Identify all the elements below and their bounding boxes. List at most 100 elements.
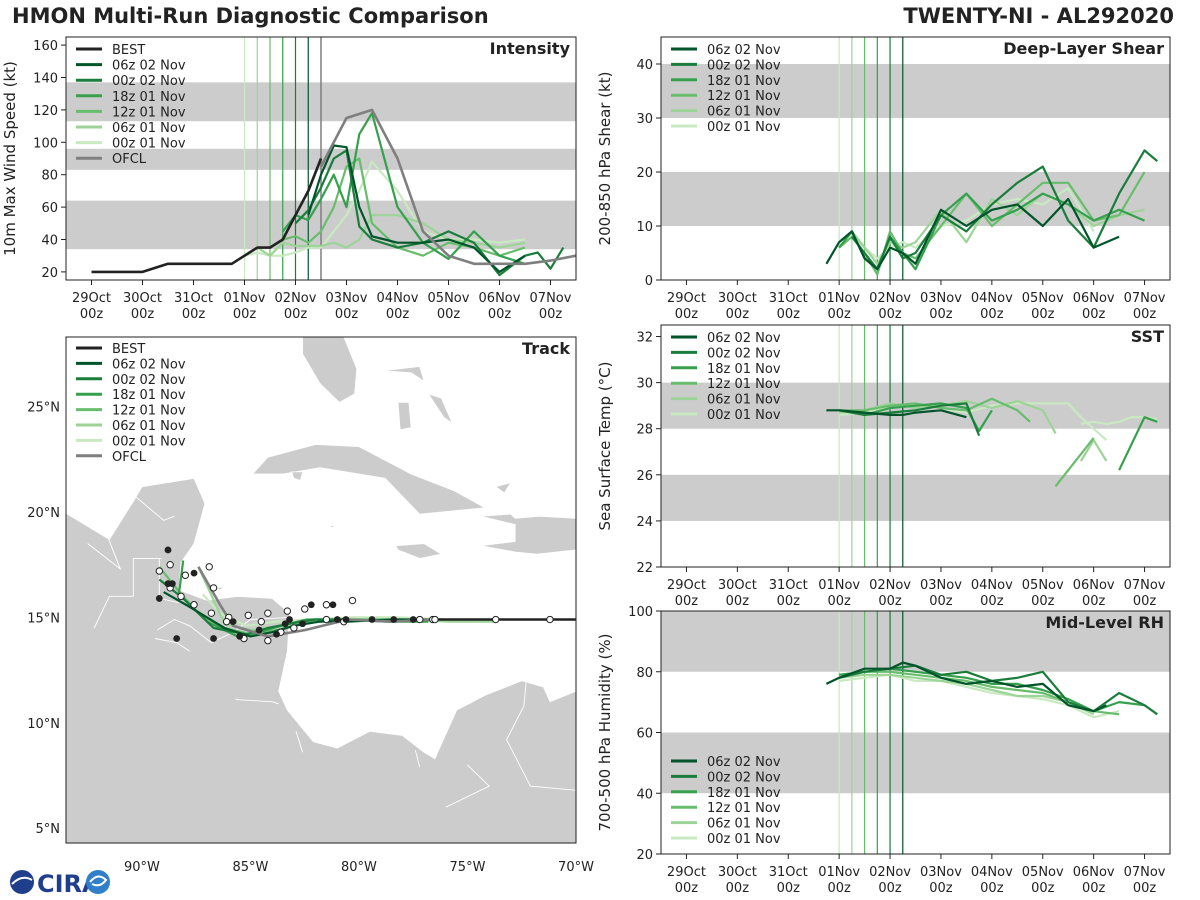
track-filled-point — [210, 635, 217, 642]
country-border — [445, 764, 490, 808]
intensity-xtick-label: 03Nov — [326, 291, 368, 306]
country-border — [235, 699, 279, 705]
country-border — [295, 731, 304, 753]
intensity-xtick-label: 00z — [539, 307, 563, 322]
intensity-series-ofcl — [319, 108, 576, 266]
bahamas-abaco-landmass — [382, 366, 425, 383]
intensity-xtick-label: 00z — [488, 307, 512, 322]
satellite-swirl-icon — [86, 870, 110, 894]
shear-legend-label: 00z 02 Nov — [707, 58, 781, 73]
rh-title: Mid-Level RH — [1045, 613, 1164, 632]
rh-plot-area — [661, 611, 1170, 854]
track-open-point — [244, 611, 252, 619]
rh-xtick-label: 30Oct — [718, 865, 757, 880]
rh-ytick-label: 100 — [628, 605, 653, 620]
rh-xtick-label: 00z — [827, 881, 851, 896]
track-filled-point — [342, 616, 350, 623]
florida-landmass — [302, 337, 358, 403]
track-best-point — [492, 615, 500, 624]
sst-ytick-label: 30 — [636, 377, 653, 392]
rh-ytick-label: 40 — [636, 787, 653, 802]
shear-title: Deep-Layer Shear — [1003, 39, 1164, 58]
shear-xtick-label: 00z — [1133, 307, 1157, 322]
intensity-xtick-label: 01Nov — [224, 291, 266, 306]
track-filled-point — [155, 595, 163, 602]
intensity-xtick-label: 00z — [437, 307, 461, 322]
intensity-xtick-label: 05Nov — [428, 291, 470, 306]
shear-xtick-label: 00z — [675, 307, 699, 322]
sst-xtick-label: 00z — [726, 594, 750, 609]
rh-xtick-label: 00z — [1031, 881, 1055, 896]
track-title: Track — [522, 339, 570, 358]
intensity-ytick-label: 140 — [33, 72, 58, 87]
rh-xtick-label: 29Oct — [667, 865, 706, 880]
track-legend-label: 00z 01 Nov — [112, 434, 186, 449]
shear-xtick-label: 07Nov — [1124, 291, 1166, 306]
sst-xtick-label: 00z — [1082, 594, 1106, 609]
bay-islands-landmass — [214, 586, 226, 591]
intensity-legend-label: OFCL — [112, 152, 147, 167]
track-open-point — [166, 561, 174, 569]
intensity-panel: 2040608010012014016029Oct00z30Oct00z31Oc… — [1, 36, 577, 322]
sst-xtick-label: 00z — [878, 594, 902, 609]
sst-xtick-label: 30Oct — [718, 578, 757, 593]
intensity-title: Intensity — [490, 39, 571, 58]
track-filled-point — [329, 601, 337, 609]
intensity-ytick-label: 80 — [41, 169, 58, 184]
rh-xtick-label: 31Oct — [769, 865, 808, 880]
rh-xtick-label: 01Nov — [818, 865, 860, 880]
sst-xtick-label: 00z — [777, 594, 801, 609]
shear-ytick-label: 0 — [645, 274, 653, 289]
shear-legend-label: 00z 01 Nov — [707, 120, 781, 135]
track-open-point — [283, 607, 292, 615]
jamaica-landmass — [395, 543, 443, 559]
sst-xtick-label: 06Nov — [1073, 578, 1115, 593]
rh-xtick-label: 05Nov — [1022, 865, 1064, 880]
intensity-xtick-label: 00z — [233, 307, 257, 322]
track-filled-point — [190, 569, 198, 577]
sst-series-18z-01-nov — [1118, 416, 1158, 471]
sst-xtick-label: 01Nov — [818, 578, 860, 593]
shear-band — [661, 64, 1170, 118]
shear-xtick-label: 00z — [1031, 307, 1055, 322]
track-open-point — [322, 601, 331, 609]
rh-xtick-label: 00z — [878, 881, 902, 896]
track-legend-label: 06z 01 Nov — [112, 419, 186, 434]
shear-xtick-label: 00z — [929, 307, 953, 322]
intensity-ytick-label: 160 — [33, 39, 58, 54]
intensity-xtick-label: 29Oct — [72, 291, 111, 306]
sst-series-12z-01-nov — [839, 397, 1031, 423]
rh-xtick-label: 03Nov — [920, 865, 962, 880]
sst-legend-label: 00z 01 Nov — [707, 408, 781, 423]
shear-xtick-label: 00z — [777, 307, 801, 322]
intensity-xtick-label: 00z — [131, 307, 155, 322]
intensity-xtick-label: 06Nov — [479, 291, 521, 306]
rh-xtick-label: 00z — [1082, 881, 1106, 896]
country-border — [128, 490, 175, 521]
track-open-point — [301, 605, 309, 613]
country-border — [93, 557, 162, 629]
sst-legend-label: 12z 01 Nov — [707, 377, 781, 392]
bahamas-andros-landmass — [397, 401, 412, 431]
rh-xtick-label: 00z — [980, 881, 1004, 896]
track-legend-label: OFCL — [112, 450, 147, 465]
track-xtick-label: 75°W — [450, 860, 486, 875]
shear-xtick-label: 05Nov — [1022, 291, 1064, 306]
track-xtick-label: 90°W — [124, 860, 160, 875]
shear-band — [661, 172, 1170, 226]
rh-panel: 2040608010029Oct00z30Oct00z31Oct00z01Nov… — [596, 605, 1171, 896]
intensity-series-best — [91, 158, 323, 274]
track-open-point — [205, 563, 213, 571]
sst-band — [661, 474, 1170, 521]
shear-series-06z-02-nov — [825, 197, 1120, 271]
rh-ytick-label: 80 — [636, 666, 653, 681]
track-open-point — [209, 584, 218, 592]
sst-ytick-label: 22 — [636, 561, 653, 576]
shear-frame — [660, 36, 1171, 281]
rh-band — [661, 732, 1170, 794]
sst-legend-label: 06z 01 Nov — [707, 393, 781, 408]
intensity-xtick-label: 31Oct — [174, 291, 213, 306]
shear-xtick-label: 00z — [827, 307, 851, 322]
shear-xtick-label: 31Oct — [769, 291, 808, 306]
